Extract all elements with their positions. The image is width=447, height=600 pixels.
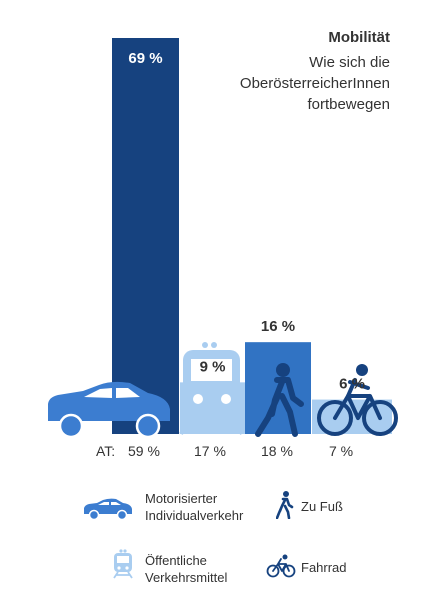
bicycle-icon	[317, 364, 398, 436]
at-value-fahrrad: 7 %	[329, 443, 354, 459]
value-label-fuss: 16 %	[261, 318, 295, 335]
legend-fuss-line-1: Zu Fuß	[301, 499, 343, 514]
legend-fahrrad: Fahrrad	[301, 559, 347, 576]
at-label: AT:	[96, 443, 116, 459]
chart-subtitle-3: fortbewegen	[307, 96, 390, 113]
at-value-oeffentlich: 17 %	[194, 443, 226, 459]
chart-title-block: Mobilität Wie sich die OberösterreicherI…	[240, 27, 390, 115]
legend-oeffentlich-line-2: Verkehrsmittel	[145, 570, 228, 585]
pedestrian-icon	[255, 363, 304, 437]
mobility-bar-chart: 69 % 9 % 16 % 6 %	[48, 38, 398, 439]
tram-icon	[179, 342, 244, 435]
legend-motorisiert-line-2: Individualverkehr	[145, 508, 244, 523]
legend-car-icon	[84, 498, 132, 520]
at-value-fuss: 18 %	[261, 443, 293, 459]
value-label-fahrrad: 6 %	[339, 376, 365, 393]
legend-bicycle-icon	[266, 554, 296, 578]
legend-tram-icon	[113, 549, 133, 579]
chart-title: Mobilität	[328, 29, 390, 46]
legend-oeffentlich-line-1: Öffentliche	[145, 553, 207, 568]
legend-pedestrian-icon	[276, 491, 294, 519]
car-icon	[48, 381, 170, 439]
legend-fuss: Zu Fuß	[301, 498, 343, 515]
bar-icons-group	[48, 342, 398, 439]
legend-motorisiert: Motorisierter Individualverkehr	[145, 490, 243, 524]
value-label-motorisiert: 69 %	[128, 50, 162, 67]
chart-subtitle-1: Wie sich die	[309, 54, 390, 71]
value-label-oeffentlich: 9 %	[200, 358, 226, 375]
value-labels-group: 69 % 9 % 16 % 6 %	[128, 50, 365, 393]
bar-motorisiert	[112, 38, 179, 434]
at-value-motorisiert: 59 %	[128, 443, 160, 459]
legend-fahrrad-line-1: Fahrrad	[301, 560, 347, 575]
chart-subtitle-2: OberösterreicherInnen	[239, 75, 390, 92]
legend-oeffentlich: Öffentliche Verkehrsmittel	[145, 552, 227, 586]
legend-motorisiert-line-1: Motorisierter	[145, 491, 218, 506]
